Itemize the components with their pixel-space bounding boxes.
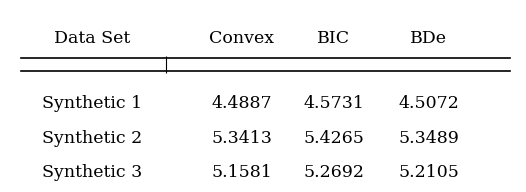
- Text: 5.4265: 5.4265: [304, 130, 365, 147]
- Text: 5.1581: 5.1581: [211, 164, 272, 181]
- Text: Synthetic 2: Synthetic 2: [42, 130, 142, 147]
- Text: 5.3489: 5.3489: [398, 130, 459, 147]
- Text: 5.3413: 5.3413: [211, 130, 272, 147]
- Text: 4.5731: 4.5731: [304, 95, 365, 112]
- Text: 4.4887: 4.4887: [211, 95, 272, 112]
- Text: BIC: BIC: [318, 30, 350, 47]
- Text: 5.2692: 5.2692: [304, 164, 365, 181]
- Text: Synthetic 1: Synthetic 1: [42, 95, 142, 112]
- Text: 5.2105: 5.2105: [398, 164, 459, 181]
- Text: Convex: Convex: [209, 30, 275, 47]
- Text: Synthetic 3: Synthetic 3: [42, 164, 142, 181]
- Text: Data Set: Data Set: [54, 30, 130, 47]
- Text: 4.5072: 4.5072: [398, 95, 459, 112]
- Text: BDe: BDe: [410, 30, 447, 47]
